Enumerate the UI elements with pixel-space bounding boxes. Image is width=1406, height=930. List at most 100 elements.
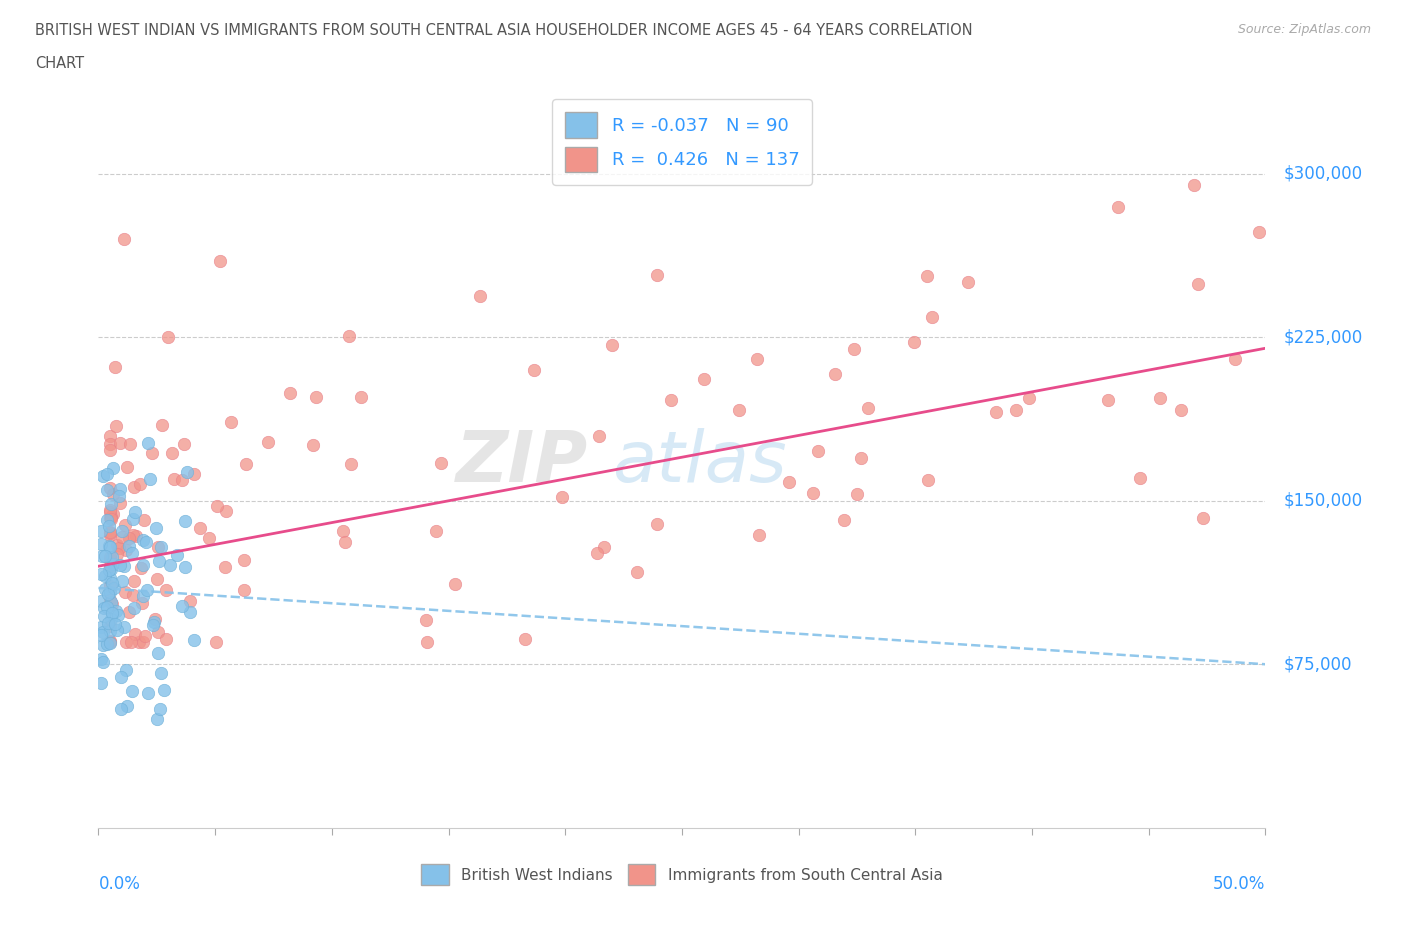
Point	[172, 599, 194, 614]
Point	[592, 539, 614, 554]
Point	[115, 698, 138, 713]
Point	[956, 274, 979, 289]
Point	[110, 670, 132, 684]
Point	[166, 548, 188, 563]
Point	[98, 510, 121, 525]
Point	[97, 616, 120, 631]
Point	[305, 390, 328, 405]
Point	[96, 600, 118, 615]
Point	[747, 527, 769, 542]
Point	[124, 627, 146, 642]
Point	[824, 366, 846, 381]
Text: 0.0%: 0.0%	[98, 875, 141, 893]
Point	[1192, 511, 1215, 525]
Point	[1247, 225, 1270, 240]
Point	[111, 529, 134, 544]
Point	[645, 268, 668, 283]
Point	[149, 702, 172, 717]
Point	[110, 702, 132, 717]
Point	[98, 525, 121, 540]
Point	[425, 524, 447, 538]
Point	[98, 443, 121, 458]
Point	[174, 513, 197, 528]
Point	[350, 389, 373, 404]
Point	[156, 330, 179, 345]
Point	[443, 577, 465, 591]
Point	[921, 309, 943, 324]
Point	[101, 596, 124, 611]
Point	[114, 543, 136, 558]
Point	[122, 512, 145, 526]
Point	[105, 538, 128, 552]
Point	[96, 636, 118, 651]
Point	[104, 617, 127, 631]
Point	[339, 457, 361, 472]
Point	[94, 569, 117, 584]
Point	[111, 524, 134, 538]
Point	[108, 482, 131, 497]
Point	[90, 675, 112, 690]
Point	[335, 535, 357, 550]
Point	[121, 684, 143, 698]
Point	[101, 507, 124, 522]
Point	[233, 552, 256, 567]
Point	[132, 635, 155, 650]
Point	[205, 498, 228, 513]
Point	[145, 712, 167, 727]
Point	[209, 254, 232, 269]
Point	[160, 445, 183, 460]
Point	[108, 488, 131, 503]
Point	[136, 685, 159, 700]
Point	[129, 476, 152, 491]
Point	[143, 612, 166, 627]
Point	[122, 480, 145, 495]
Point	[97, 563, 120, 578]
Point	[551, 490, 574, 505]
Text: ZIP: ZIP	[457, 428, 589, 498]
Point	[100, 512, 122, 526]
Point	[851, 451, 873, 466]
Text: CHART: CHART	[35, 56, 84, 71]
Point	[183, 467, 205, 482]
Point	[235, 457, 257, 472]
Point	[807, 444, 830, 458]
Point	[150, 418, 173, 432]
Point	[120, 635, 142, 650]
Point	[121, 588, 143, 603]
Text: BRITISH WEST INDIAN VS IMMIGRANTS FROM SOUTH CENTRAL ASIA HOUSEHOLDER INCOME AGE: BRITISH WEST INDIAN VS IMMIGRANTS FROM S…	[35, 23, 973, 38]
Point	[124, 504, 146, 519]
Point	[101, 460, 124, 475]
Point	[101, 605, 124, 620]
Point	[98, 437, 121, 452]
Point	[132, 558, 155, 573]
Point	[1005, 403, 1028, 418]
Point	[98, 619, 121, 634]
Point	[1170, 402, 1192, 417]
Point	[150, 539, 173, 554]
Point	[155, 583, 177, 598]
Point	[585, 545, 607, 560]
Point	[93, 609, 115, 624]
Point	[215, 504, 238, 519]
Point	[98, 504, 121, 519]
Point	[146, 572, 169, 587]
Point	[214, 559, 236, 574]
Point	[415, 635, 437, 650]
Point	[114, 518, 136, 533]
Point	[114, 663, 136, 678]
Point	[659, 392, 682, 407]
Point	[745, 352, 768, 366]
Point	[128, 635, 150, 650]
Point	[523, 363, 546, 378]
Point	[832, 512, 855, 527]
Point	[103, 557, 125, 572]
Point	[132, 589, 155, 604]
Point	[100, 594, 122, 609]
Point	[430, 456, 453, 471]
Point	[132, 512, 155, 527]
Point	[90, 593, 112, 608]
Point	[917, 268, 939, 283]
Point	[173, 437, 195, 452]
Point	[131, 595, 153, 610]
Point	[233, 582, 256, 597]
